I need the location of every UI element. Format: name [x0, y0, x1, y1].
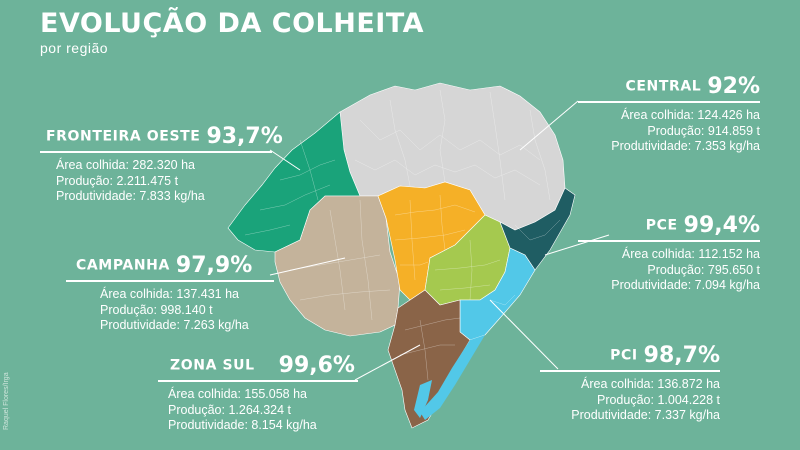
region-central-card: CENTRAL 92% Área colhida: 124.426 ha Prod… [578, 74, 760, 155]
region-pci-header: PCI 98,7% [540, 343, 720, 368]
region-campanha-header: CAMPANHA 97,9% [66, 253, 274, 278]
page-title: EVOLUÇÃO DA COLHEITA [40, 8, 425, 39]
region-zona-sul-name: ZONA SUL [170, 357, 255, 374]
region-pci-name: PCI [610, 347, 638, 364]
region-fronteira-oeste-productivity: Produtividade: 7.833 kg/ha [56, 189, 205, 203]
region-fronteira-oeste-name: FRONTEIRA OESTE [46, 128, 201, 145]
region-pce-card: PCE 99,4% Área colhida: 112.152 ha Produç… [578, 213, 760, 294]
region-pci-production: Produção: 1.004.228 t [596, 392, 720, 407]
region-central-percent: 92% [707, 74, 760, 99]
region-central-divider [578, 101, 760, 103]
region-fronteira-oeste-card: FRONTEIRA OESTE 93,7% Área colhida: 282.3… [40, 124, 283, 205]
region-campanha-card: CAMPANHA 97,9% Área colhida: 137.431 ha P… [66, 253, 274, 334]
region-pci-card: PCI 98,7% Área colhida: 136.872 ha Produç… [540, 343, 720, 424]
region-pci-percent: 98,7% [643, 343, 720, 368]
region-fronteira-oeste-production: Produção: 2.211.475 t [56, 173, 179, 188]
region-fronteira-oeste-area: Área colhida: 282.320 ha [56, 158, 195, 172]
region-campanha-percent: 97,9% [175, 253, 253, 278]
municipal-borders [244, 89, 561, 381]
region-pce-header: PCE 99,4% [578, 213, 760, 238]
lagoon-shape [420, 335, 485, 420]
region-pci-area: Área colhida: 136.872 ha [581, 377, 720, 391]
region-fronteira-oeste-divider [40, 151, 272, 153]
lagoon-mirim-shape [414, 380, 432, 418]
region-campanha-shape[interactable] [274, 195, 401, 337]
region-campanha-name: CAMPANHA [76, 257, 170, 274]
region-central-header: CENTRAL 92% [578, 74, 760, 99]
region-zona-sul-divider [158, 380, 358, 382]
region-fronteira-oeste-header: FRONTEIRA OESTE 93,7% [40, 124, 283, 149]
region-fronteira-oeste-shape[interactable] [227, 111, 361, 253]
region-pce-divider [578, 240, 760, 242]
region-campanha-productivity: Produtividade: 7.263 kg/ha [100, 318, 249, 332]
region-campanha-production: Produção: 998.140 t [100, 302, 213, 317]
region-zona-sul-card: ZONA SUL 99,6% Área colhida: 155.058 ha P… [158, 353, 358, 434]
region-zona-sul-production: Produção: 1.264.324 t [168, 402, 292, 417]
region-pce-productivity: Produtividade: 7.094 kg/ha [611, 278, 760, 292]
region-central-area: Área colhida: 124.426 ha [621, 108, 760, 122]
region-zona-sul-productivity: Produtividade: 8.154 kg/ha [168, 418, 317, 432]
region-central-name: CENTRAL [625, 78, 702, 95]
region-pce-area: Área colhida: 112.152 ha [621, 247, 760, 261]
page-subtitle: por região [40, 40, 109, 56]
region-central-productivity: Produtividade: 7.353 kg/ha [611, 139, 760, 153]
region-pci-productivity: Produtividade: 7.337 kg/ha [571, 408, 720, 422]
region-campanha-area: Área colhida: 137.431 ha [100, 287, 239, 301]
region-pce-name: PCE [645, 217, 678, 234]
region-fronteira-oeste-percent: 93,7% [206, 124, 283, 149]
region-zona-sul-header: ZONA SUL 99,6% [158, 353, 358, 378]
region-pci-divider [540, 370, 720, 372]
region-central-production: Produção: 914.859 t [647, 123, 760, 138]
region-zona-sul-percent: 99,6% [278, 353, 355, 378]
leader-lines [269, 100, 610, 381]
region-campanha-divider [66, 280, 274, 282]
region-pce-production: Produção: 795.650 t [647, 262, 760, 277]
region-zona-sul-area: Área colhida: 155.058 ha [168, 387, 307, 401]
region-pce-percent: 99,4% [683, 213, 760, 238]
